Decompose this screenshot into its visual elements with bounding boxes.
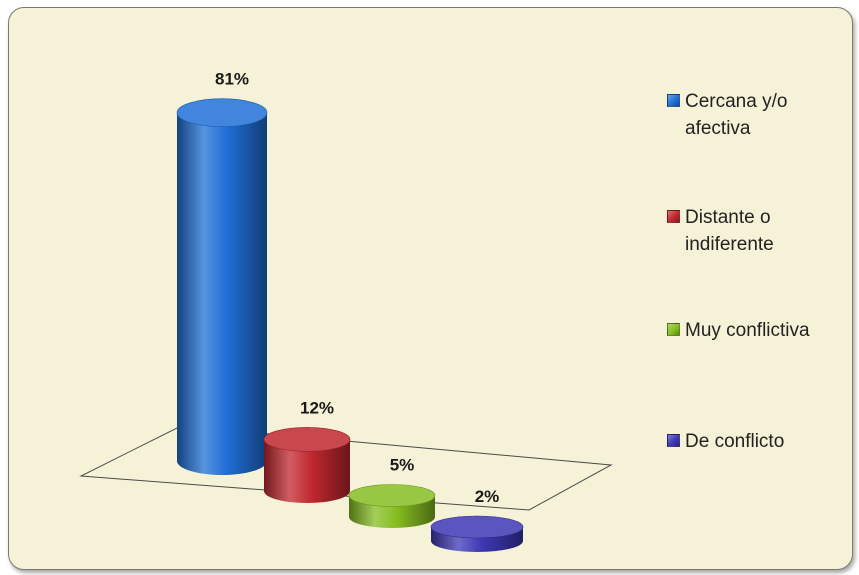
legend-label: Distante o indiferente [685, 207, 774, 255]
legend-entry-muy-conflictiva: Muy conflictiva [667, 317, 852, 344]
legend-swatch [667, 434, 680, 447]
bar-top [348, 484, 436, 507]
bar-4 [430, 515, 524, 552]
legend-swatch [667, 323, 680, 336]
legend-entry-cercana: Cercana y/o afectiva [667, 88, 852, 142]
data-label: 5% [390, 456, 415, 475]
bar-body [264, 439, 350, 503]
bar-top [430, 515, 524, 539]
legend-swatch [667, 94, 680, 107]
legend-swatch [667, 210, 680, 223]
data-label: 12% [300, 398, 334, 417]
data-label: 2% [475, 487, 500, 506]
data-label: 81% [215, 70, 249, 89]
bar-top [263, 427, 351, 452]
legend-label: Cercana y/o afectiva [685, 91, 788, 139]
legend-entry-distante: Distante o indiferente [667, 204, 852, 258]
bar-top [176, 98, 268, 127]
bar-body [177, 112, 267, 475]
bar-2 [263, 427, 351, 503]
chart-frame: 81% 12% 5% 2% Cercana y/o afectiva Distante… [8, 7, 853, 570]
bar-1 [176, 98, 268, 475]
bar-3 [348, 484, 436, 528]
legend-label: De conflicto [685, 431, 785, 452]
legend-label: Muy conflictiva [685, 320, 810, 341]
legend-entry-de-conflicto: De conflicto [667, 428, 852, 455]
chart-plot: 81% 12% 5% 2% [79, 70, 613, 552]
